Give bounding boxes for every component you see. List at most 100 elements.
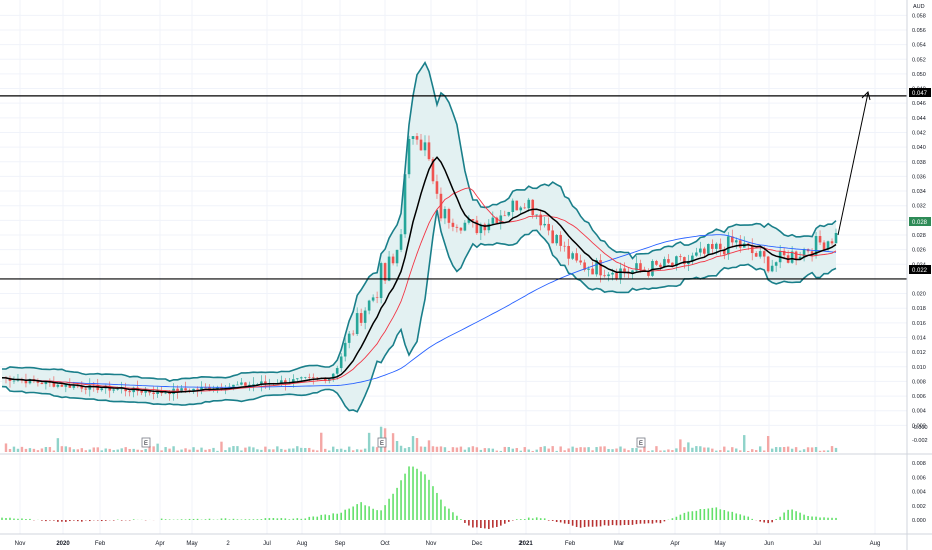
candle-body bbox=[168, 392, 171, 395]
volume-bar bbox=[268, 449, 271, 452]
candle-body bbox=[826, 241, 830, 250]
volume-bar bbox=[491, 448, 495, 452]
time-tick-label: Mar bbox=[614, 541, 624, 547]
candle-body bbox=[36, 381, 40, 383]
candle-body bbox=[451, 222, 455, 227]
candle-body bbox=[311, 377, 315, 378]
price-tick-label: 0.052 bbox=[912, 57, 926, 63]
candle-body bbox=[264, 381, 267, 384]
volume-bar bbox=[802, 449, 806, 452]
candle-body bbox=[734, 240, 738, 243]
horizontal-levels[interactable] bbox=[0, 95, 907, 280]
volume-bar bbox=[571, 446, 574, 452]
price-tick-label: 0.034 bbox=[912, 189, 926, 195]
volume-bar bbox=[88, 449, 91, 452]
volume-bar bbox=[691, 447, 694, 452]
volume-bar bbox=[455, 447, 459, 452]
volume-bar bbox=[543, 446, 546, 452]
time-tick-label: Nov bbox=[426, 541, 437, 547]
candle-body bbox=[176, 388, 179, 393]
volume-bar bbox=[770, 448, 774, 452]
volume-bar bbox=[603, 446, 606, 452]
volume-bar bbox=[4, 443, 8, 452]
candle-body bbox=[363, 310, 367, 323]
price-tick-label: 0.038 bbox=[912, 160, 926, 166]
volume-bar bbox=[439, 446, 443, 452]
volume-bar bbox=[224, 450, 227, 452]
volume-bar bbox=[619, 446, 622, 452]
candle-body bbox=[120, 388, 124, 390]
volume-bar bbox=[387, 450, 391, 452]
candle-body bbox=[375, 297, 379, 298]
candle-body bbox=[631, 270, 634, 274]
candle-body bbox=[718, 243, 722, 250]
candle-body bbox=[738, 240, 742, 248]
price-tick-label: 0.050 bbox=[912, 72, 926, 78]
time-axis[interactable]: Nov 2020 Feb Apr May Jul Aug Sep Oct Nov Dec 2021 Fe… bbox=[15, 541, 881, 547]
candle-body bbox=[595, 260, 598, 275]
volume-bar bbox=[64, 446, 68, 452]
volume-bar bbox=[782, 447, 786, 452]
volume-bar bbox=[723, 446, 726, 452]
price-tick-label: 0.056 bbox=[912, 28, 926, 34]
candle-body bbox=[599, 260, 602, 276]
sma-line bbox=[1, 234, 837, 388]
volume-bar bbox=[152, 446, 155, 452]
candle-body bbox=[615, 272, 618, 279]
candle-body bbox=[547, 223, 550, 231]
volume-bar bbox=[363, 448, 367, 452]
volume-bar bbox=[810, 447, 814, 452]
volume-bar bbox=[160, 450, 163, 452]
volume-bar bbox=[16, 448, 20, 452]
candle-body bbox=[20, 380, 24, 381]
oscillator-tick-label: 0.006 bbox=[912, 475, 926, 481]
price-tick-label: 0.058 bbox=[912, 13, 926, 19]
candle-body bbox=[563, 245, 566, 247]
candle-body bbox=[411, 136, 415, 140]
time-tick-label: 2021 bbox=[519, 541, 533, 547]
volume-bar bbox=[351, 450, 355, 452]
candle-body bbox=[403, 174, 407, 235]
volume-bar bbox=[475, 447, 479, 452]
time-tick-label: Apr bbox=[670, 541, 679, 547]
volume-bar bbox=[667, 449, 670, 452]
volume-bar bbox=[72, 449, 76, 452]
candle-body bbox=[76, 385, 80, 387]
candle-body bbox=[754, 253, 758, 257]
volume-bar bbox=[431, 446, 435, 452]
price-tick-label: 0.002 bbox=[912, 423, 926, 429]
volume-bar bbox=[236, 446, 239, 452]
candle-body bbox=[68, 384, 72, 388]
candle-body bbox=[52, 382, 56, 387]
volume-bar bbox=[280, 448, 283, 452]
volume-bar bbox=[527, 449, 530, 452]
candle-body bbox=[367, 300, 371, 311]
projection-arrow-line[interactable] bbox=[837, 92, 869, 236]
volume-bar bbox=[511, 448, 514, 452]
candle-body bbox=[339, 356, 343, 369]
candle-body bbox=[730, 236, 734, 243]
volume-bar bbox=[264, 446, 267, 452]
time-tick-label: Jun bbox=[764, 541, 774, 547]
volume-bar bbox=[40, 448, 44, 452]
candle-body bbox=[232, 384, 235, 387]
candle-body bbox=[192, 388, 195, 392]
candle-body bbox=[307, 377, 311, 378]
volume-bar bbox=[399, 445, 403, 452]
volume-bar bbox=[635, 448, 638, 452]
volume-bar bbox=[627, 450, 630, 452]
volume-bar bbox=[228, 447, 231, 452]
candle-body bbox=[180, 388, 183, 393]
volume-bar bbox=[24, 448, 28, 452]
candle-body bbox=[659, 264, 662, 268]
volume-bar bbox=[132, 448, 135, 452]
candle-body bbox=[515, 200, 519, 211]
time-tick-label: Feb bbox=[95, 541, 106, 547]
volume-bar bbox=[671, 450, 674, 452]
candle-body bbox=[651, 261, 654, 276]
volume-bar bbox=[419, 446, 423, 452]
candle-body bbox=[619, 268, 622, 279]
candle-body bbox=[818, 236, 822, 243]
candle-body bbox=[655, 261, 658, 265]
